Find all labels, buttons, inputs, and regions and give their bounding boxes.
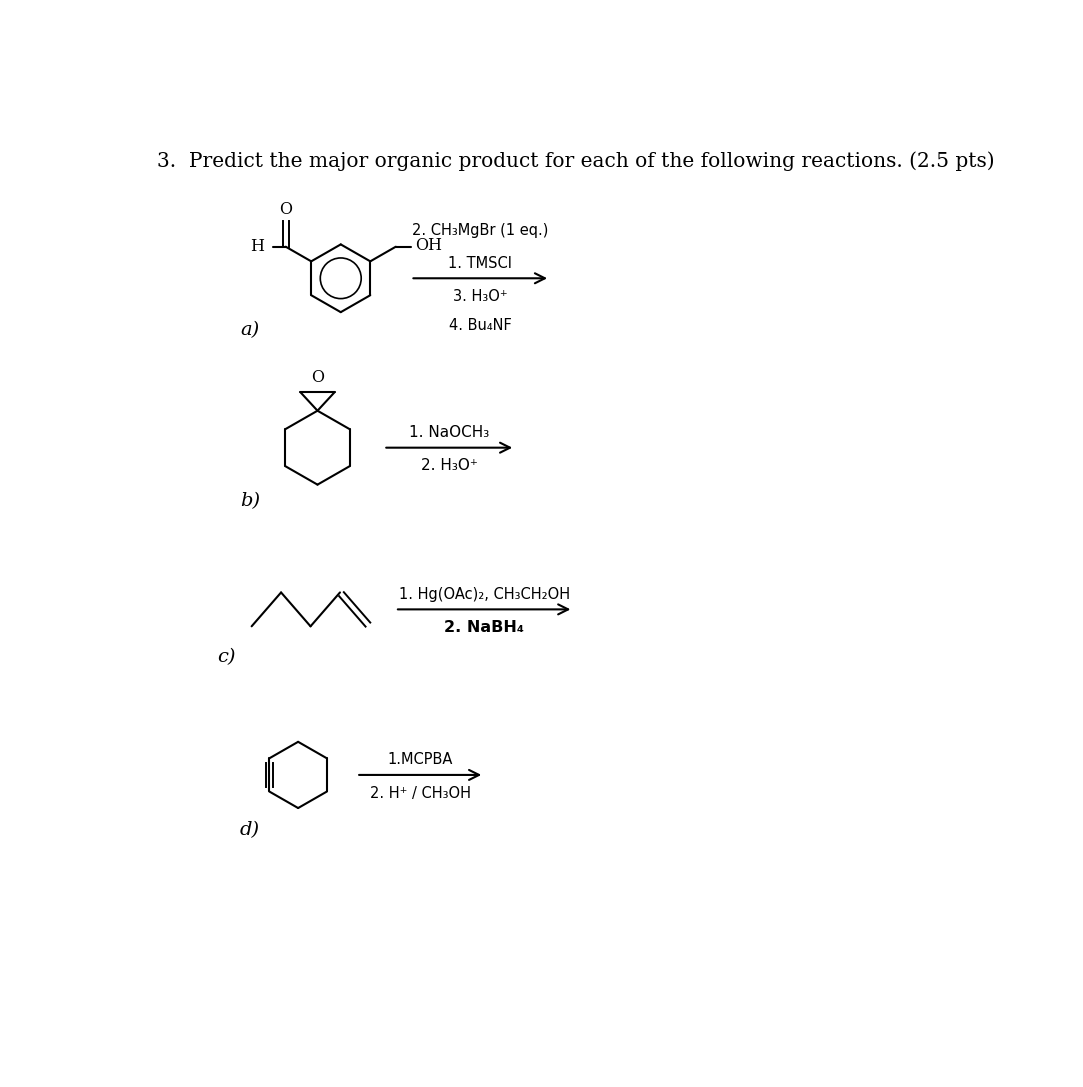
Text: 1. Hg(OAc)₂, CH₃CH₂OH: 1. Hg(OAc)₂, CH₃CH₂OH xyxy=(399,587,570,602)
Text: 1. TMSCI: 1. TMSCI xyxy=(448,255,512,271)
Text: OH: OH xyxy=(415,237,442,254)
Text: c): c) xyxy=(217,648,235,666)
Text: 3. H₃O⁺: 3. H₃O⁺ xyxy=(453,289,508,304)
Text: 1. NaOCH₃: 1. NaOCH₃ xyxy=(409,425,490,440)
Text: 2. NaBH₄: 2. NaBH₄ xyxy=(444,621,524,635)
Text: b): b) xyxy=(240,492,260,510)
Text: a): a) xyxy=(240,321,259,339)
Text: 4. Bu₄NF: 4. Bu₄NF xyxy=(448,318,511,334)
Text: H: H xyxy=(250,238,264,255)
Text: 1.MCPBA: 1.MCPBA xyxy=(388,752,453,767)
Text: 2. H₃O⁺: 2. H₃O⁺ xyxy=(421,459,478,474)
Text: 3.  Predict the major organic product for each of the following reactions. (2.5 : 3. Predict the major organic product for… xyxy=(157,151,994,171)
Text: 2. H⁺ / CH₃OH: 2. H⁺ / CH₃OH xyxy=(369,786,471,801)
Text: 2. CH₃MgBr (1 eq.): 2. CH₃MgBr (1 eq.) xyxy=(412,223,548,238)
Text: d): d) xyxy=(240,821,260,839)
Text: O: O xyxy=(311,370,324,386)
Text: O: O xyxy=(279,201,292,218)
